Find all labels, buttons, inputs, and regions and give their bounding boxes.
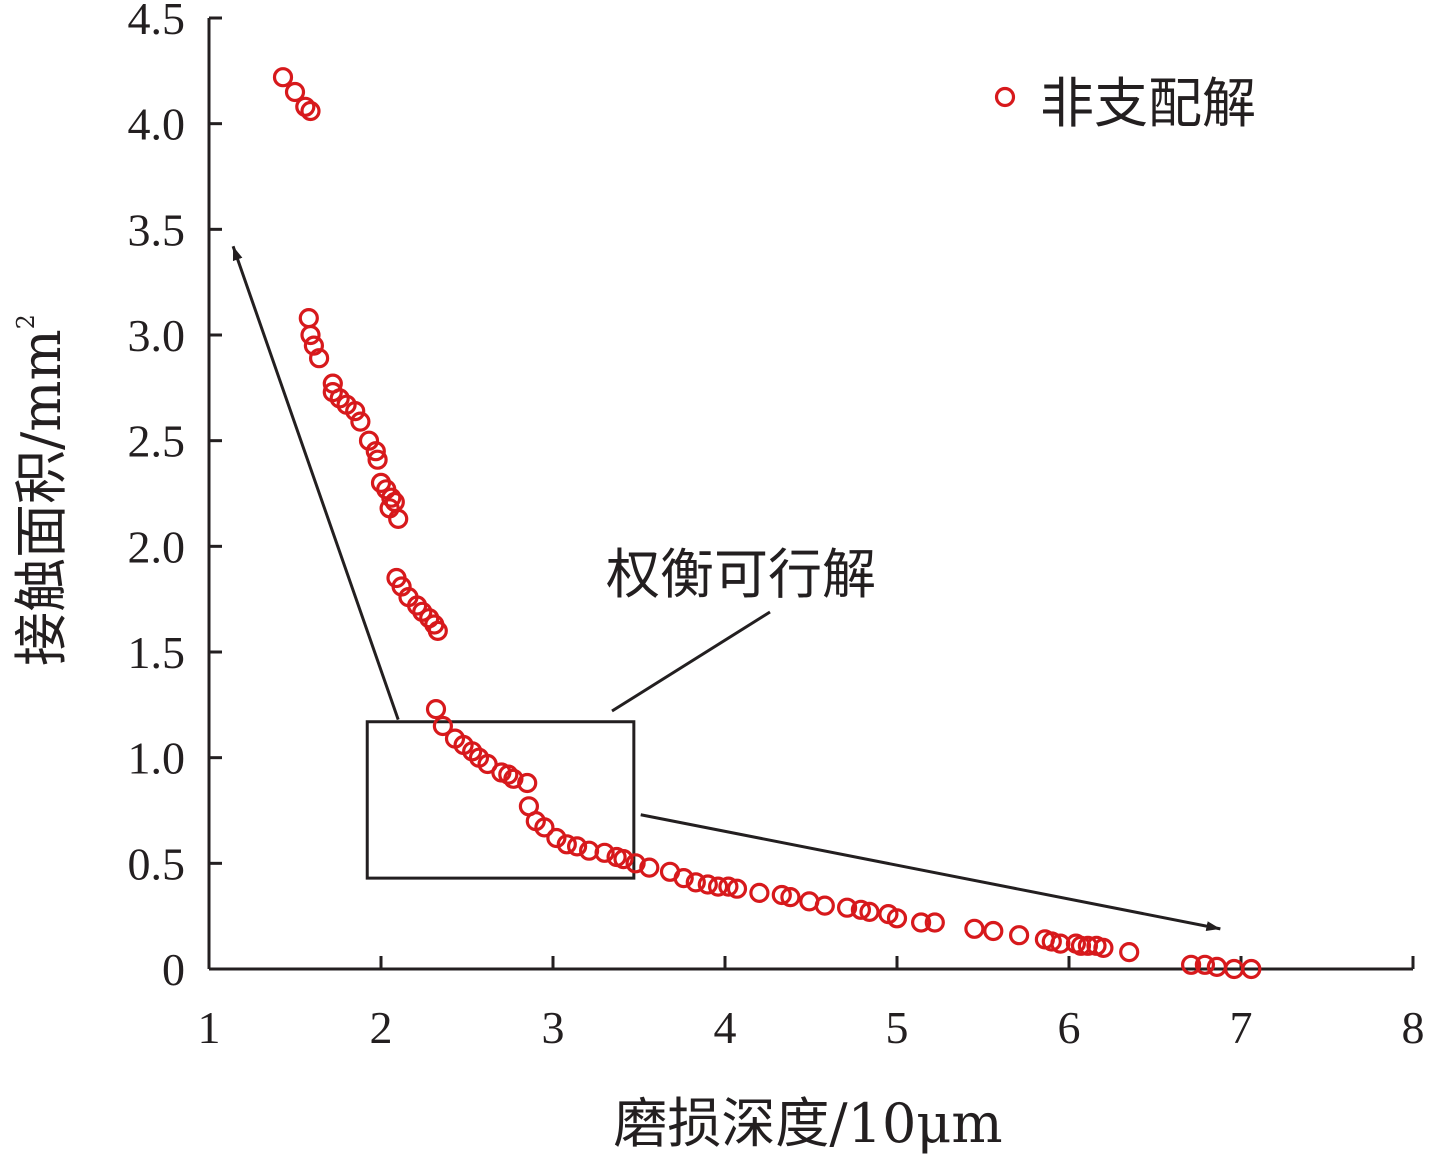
- data-point: [350, 411, 371, 432]
- data-point: [1206, 956, 1228, 978]
- y-axis-title-group: 接触面积/mm2: [10, 314, 73, 666]
- data-point: [673, 867, 694, 889]
- data-point: [1180, 954, 1202, 975]
- data-point: [309, 348, 330, 369]
- y-tick-label: 2.5: [128, 416, 186, 467]
- data-point: [498, 764, 519, 785]
- legend: 非支配解: [994, 72, 1256, 135]
- x-tick-label: 8: [1402, 1002, 1425, 1053]
- data-point: [284, 81, 306, 103]
- data-point: [850, 899, 872, 920]
- y-tick-label: 3.5: [128, 204, 186, 255]
- direction-arrow: [640, 813, 1221, 932]
- data-point: [814, 895, 835, 916]
- x-tick-label: 6: [1058, 1002, 1081, 1053]
- y-tick-label: 3.0: [128, 310, 186, 361]
- data-point: [1093, 937, 1114, 959]
- y-tick-label: 0.5: [128, 838, 186, 889]
- data-point: [298, 308, 319, 329]
- y-tick-label: 4.0: [128, 99, 186, 150]
- data-point: [432, 715, 453, 737]
- data-point: [300, 100, 321, 122]
- data-point: [517, 772, 538, 794]
- data-point: [697, 874, 718, 895]
- x-tick-label: 7: [1230, 1002, 1253, 1053]
- data-point: [780, 886, 801, 908]
- data-point: [910, 912, 932, 933]
- data-point: [425, 698, 447, 720]
- data-point: [924, 912, 945, 933]
- tradeoff-box: [365, 720, 636, 880]
- data-point: [300, 324, 321, 346]
- data-point: [625, 853, 646, 874]
- x-axis-ticks: 1 2 3 4 5 6 7 8: [198, 956, 1425, 1053]
- y-tick-label: 2.0: [128, 521, 186, 572]
- data-point: [594, 842, 615, 863]
- y-tick-label: 0: [162, 944, 185, 995]
- data-point: [1119, 941, 1140, 963]
- data-point: [685, 872, 706, 893]
- x-axis-title: 磨损深度/10μm: [613, 1092, 1002, 1155]
- data-point: [556, 834, 577, 855]
- x-tick-label: 1: [198, 1002, 221, 1053]
- data-point: [566, 836, 588, 857]
- data-point: [836, 897, 858, 918]
- data-point: [1008, 925, 1030, 946]
- direction-arrow: [231, 245, 400, 721]
- y-axis-title: 接触面积/mm2: [10, 314, 73, 666]
- annotation-layer: [231, 245, 1221, 932]
- data-point: [718, 876, 739, 897]
- data-point: [503, 768, 524, 789]
- y-tick-label: 1.5: [128, 627, 186, 678]
- x-tick-label: 4: [714, 1002, 737, 1053]
- legend-marker: [994, 86, 1016, 108]
- data-point: [303, 335, 324, 356]
- data-point: [388, 508, 409, 530]
- data-point: [295, 96, 316, 117]
- annotation-leader-line: [611, 610, 771, 713]
- data-point: [367, 449, 388, 470]
- data-point: [983, 920, 1004, 942]
- data-point: [427, 620, 448, 642]
- data-point: [859, 901, 880, 923]
- y-tick-label: 1.0: [128, 733, 186, 784]
- x-tick-label: 5: [886, 1002, 909, 1053]
- data-point: [1194, 954, 1216, 975]
- x-tick-label: 2: [370, 1002, 393, 1053]
- legend-label: 非支配解: [1040, 72, 1256, 135]
- y-axis-ticks: 0 0.5 1.0 1.5 2.0 2.5 3.0 3.5 4.0 4.5: [128, 0, 222, 995]
- data-point: [771, 884, 792, 906]
- data-point: [381, 487, 402, 508]
- x-tick-label: 3: [542, 1002, 565, 1053]
- data-point: [272, 67, 294, 88]
- annotation-label: 权衡可行解: [606, 543, 876, 606]
- data-point: [546, 827, 567, 849]
- y-axis-title-text: 接触面积/mm: [10, 329, 73, 666]
- data-point: [726, 878, 748, 899]
- data-point: [964, 918, 985, 939]
- data-point: [613, 848, 634, 870]
- data-point: [707, 876, 729, 897]
- data-point: [1041, 931, 1062, 952]
- data-point: [534, 817, 555, 838]
- scatter-series-nondominated: [272, 67, 1262, 980]
- data-point: [886, 908, 908, 929]
- data-point: [639, 857, 660, 878]
- data-point: [365, 441, 386, 462]
- data-point: [345, 401, 366, 422]
- data-point: [1241, 958, 1262, 980]
- data-point: [749, 882, 770, 904]
- y-tick-label: 4.5: [128, 0, 186, 44]
- y-axis-title-superscript: 2: [12, 314, 40, 329]
